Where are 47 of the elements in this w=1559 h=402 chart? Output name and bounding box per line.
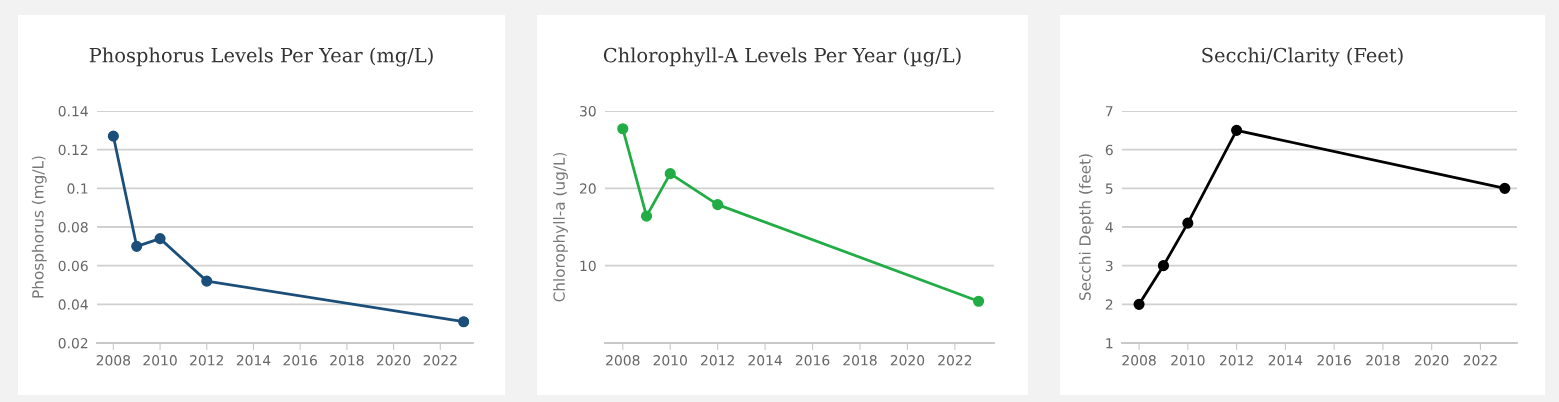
x-tick-label: 2012 (190, 355, 224, 366)
x-tick-label: 2020 (890, 355, 925, 366)
y-axis-title: Phosphorus (mg/L) (31, 156, 47, 298)
chart-title: Phosphorus Levels Per Year (mg/L) (89, 47, 433, 67)
y-tick-label: 4 (1105, 222, 1113, 233)
x-tick-label: 2008 (96, 355, 131, 366)
x-tick-label: 2008 (1122, 355, 1156, 366)
x-tick-label: 2022 (938, 355, 972, 366)
y-tick-label: 0.1 (67, 183, 88, 194)
x-tick-label: 2010 (1171, 355, 1205, 366)
y-tick-label: 0.02 (58, 337, 88, 349)
y-tick-label: 20 (580, 183, 596, 194)
x-tick-label: 2018 (843, 355, 877, 366)
x-tick-label: 2012 (1219, 355, 1253, 366)
x-tick-label: 2014 (1268, 355, 1303, 366)
x-tick-label: 2010 (653, 355, 687, 366)
y-tick-label: 6 (1105, 144, 1113, 156)
x-tick-label: 2016 (1317, 355, 1351, 366)
y-tick-label: 30 (580, 105, 596, 117)
x-tick-label: 2020 (1415, 355, 1449, 366)
x-tick-label: 2022 (423, 355, 457, 366)
y-tick-label: 2 (1105, 299, 1113, 310)
x-tick-label: 2014 (748, 355, 782, 366)
y-tick-label: 0.06 (58, 260, 88, 272)
x-tick-label: 2012 (701, 355, 734, 366)
x-tick-label: 2018 (1366, 355, 1400, 366)
y-tick-label: 10 (580, 260, 596, 272)
y-axis-title: Chlorophyll-a (ug/L) (553, 152, 568, 302)
y-tick-label: 0.08 (58, 221, 88, 233)
x-tick-label: 2016 (283, 355, 317, 366)
x-tick-label: 2018 (330, 355, 364, 366)
y-tick-label: 3 (1105, 260, 1113, 272)
chart-title: Secchi/Clarity (Feet) (1202, 47, 1403, 67)
y-tick-label: 0.04 (58, 299, 88, 310)
y-tick-label: 0.12 (58, 144, 88, 156)
y-tick-label: 0.14 (58, 105, 88, 117)
x-tick-label: 2022 (1463, 355, 1497, 366)
y-axis-title: Secchi Depth (feet) (1078, 154, 1094, 301)
x-tick-label: 2010 (143, 355, 177, 366)
x-tick-label: 2020 (376, 355, 411, 366)
x-tick-label: 2008 (606, 355, 640, 366)
y-tick-label: 1 (1106, 338, 1113, 349)
x-tick-label: 2016 (795, 355, 830, 366)
x-tick-label: 2014 (236, 355, 271, 366)
chart-title: Chlorophyll-A Levels Per Year (µg/L) (603, 47, 961, 67)
y-tick-label: 5 (1105, 183, 1113, 194)
y-tick-label: 7 (1105, 106, 1113, 117)
